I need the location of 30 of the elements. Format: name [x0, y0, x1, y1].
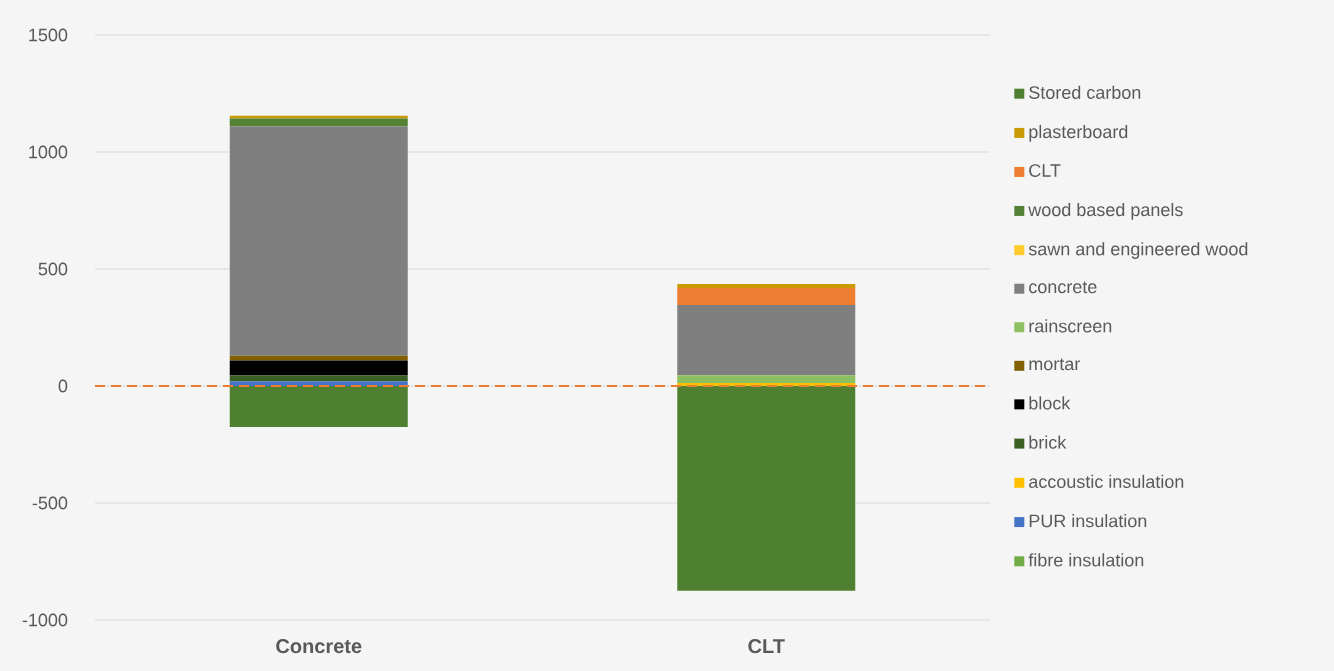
- y-tick-label: 500: [38, 262, 68, 276]
- legend-label: wood based panels: [1028, 202, 1183, 220]
- bar: [229, 360, 408, 376]
- legend-label: concrete: [1029, 281, 1097, 294]
- legend-label: Stored carbon: [1029, 85, 1141, 99]
- bar: [229, 126, 408, 356]
- bar: [229, 115, 408, 119]
- legend-label: rainscreen: [1029, 319, 1112, 333]
- y-tick-label: 0: [58, 379, 68, 393]
- bar: [677, 375, 856, 383]
- y-tick-label: 1000: [29, 145, 68, 159]
- y-tick-label: -500: [32, 496, 68, 510]
- legend-label: mortar: [1029, 358, 1081, 371]
- legend-label: accoustic insulation: [1029, 474, 1184, 489]
- legend-label: fibre insulation: [1028, 553, 1144, 567]
- bar: [677, 283, 856, 288]
- x-tick-label: Concrete: [276, 639, 362, 654]
- legend-label: block: [1029, 396, 1071, 410]
- legend-label: plasterboard: [1029, 124, 1128, 142]
- bar: [677, 287, 856, 306]
- legend-label: brick: [1029, 435, 1067, 449]
- y-tick-label: -1000: [22, 613, 68, 627]
- bar: [677, 386, 856, 591]
- bar: [229, 386, 408, 427]
- legend-label: sawn and engineered wood: [1028, 242, 1248, 259]
- y-tick-label: 1500: [29, 28, 68, 42]
- legend-label: PUR insulation: [1029, 514, 1147, 528]
- bar: [229, 375, 408, 382]
- bar: [677, 305, 856, 376]
- legend-label: CLT: [1029, 164, 1061, 177]
